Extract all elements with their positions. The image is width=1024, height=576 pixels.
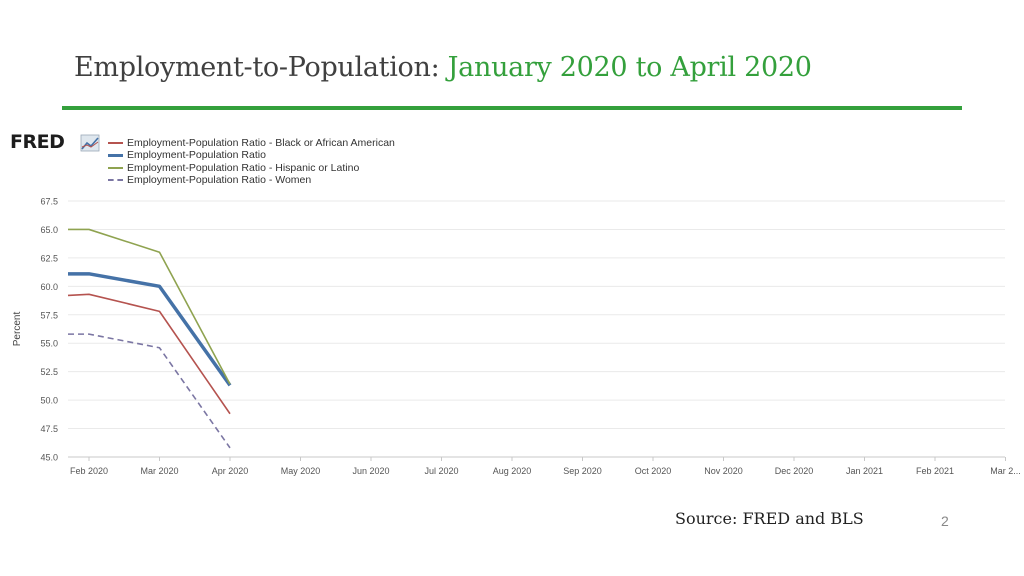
x-tick-label: Feb 2020 <box>70 466 108 476</box>
x-tick-label: Mar 2020 <box>140 466 178 476</box>
y-tick-label: 52.5 <box>40 367 58 377</box>
legend-label: Employment-Population Ratio <box>127 149 266 162</box>
x-tick-label: Jan 2021 <box>846 466 883 476</box>
chart-container: 45.0 47.5 50.0 52.5 55.0 57.5 60.0 62.5 65.0 67.5… <box>0 126 1024 486</box>
legend-swatch <box>108 153 123 157</box>
series-line-0 <box>67 293 231 415</box>
x-tick-label: Apr 2020 <box>212 466 249 476</box>
chart-legend: Employment-Population Ratio - Black or A… <box>108 137 395 186</box>
series-line-1 <box>68 272 232 387</box>
y-tick-label: 62.5 <box>40 253 58 263</box>
legend-item: Employment-Population Ratio <box>108 149 395 161</box>
title-divider <box>62 106 962 110</box>
x-tick-label: Mar 2... <box>990 466 1021 476</box>
slide-title: Employment-to-Population: January 2020 t… <box>74 52 812 83</box>
series-line-3 <box>68 333 231 449</box>
y-axis-label: Percent <box>12 312 23 347</box>
x-tick-label: Nov 2020 <box>704 466 743 476</box>
page-number: 2 <box>941 513 949 529</box>
x-tick-label: Aug 2020 <box>493 466 532 476</box>
legend-swatch <box>108 166 123 169</box>
x-tick-label: Jun 2020 <box>352 466 389 476</box>
x-tick-label: Jul 2020 <box>424 466 458 476</box>
y-tick-label: 47.5 <box>40 424 58 434</box>
legend-label: Employment-Population Ratio - Hispanic o… <box>127 161 360 174</box>
y-tick-label: 57.5 <box>40 310 58 320</box>
line-chart: 45.0 47.5 50.0 52.5 55.0 57.5 60.0 62.5 65.0 67.5… <box>12 197 1021 477</box>
fred-chart-icon <box>80 134 100 152</box>
y-tick-label: 50.0 <box>40 396 58 406</box>
x-tick-label: Oct 2020 <box>635 466 672 476</box>
x-tick-label: Dec 2020 <box>775 466 814 476</box>
legend-label: Employment-Population Ratio - Black or A… <box>127 137 395 150</box>
legend-swatch <box>108 179 123 182</box>
slide-title-accent: January 2020 to April 2020 <box>447 52 812 83</box>
slide-title-main: Employment-to-Population: <box>74 52 448 83</box>
legend-item: Employment-Population Ratio - Women <box>108 174 395 186</box>
fred-logo: FRED <box>10 131 65 153</box>
y-tick-label: 67.5 <box>40 197 58 207</box>
x-tick-label: May 2020 <box>281 466 321 476</box>
y-tick-label: 45.0 <box>40 453 58 463</box>
series-line-2 <box>68 228 231 385</box>
y-tick-label: 65.0 <box>40 225 58 235</box>
legend-swatch <box>108 142 123 145</box>
legend-item: Employment-Population Ratio - Black or A… <box>108 137 395 149</box>
legend-label: Employment-Population Ratio - Women <box>127 174 312 187</box>
x-tick-label: Feb 2021 <box>916 466 954 476</box>
legend-item: Employment-Population Ratio - Hispanic o… <box>108 162 395 174</box>
y-tick-label: 55.0 <box>40 339 58 349</box>
x-tick-label: Sep 2020 <box>563 466 602 476</box>
y-tick-label: 60.0 <box>40 282 58 292</box>
source-note: Source: FRED and BLS <box>675 509 864 528</box>
